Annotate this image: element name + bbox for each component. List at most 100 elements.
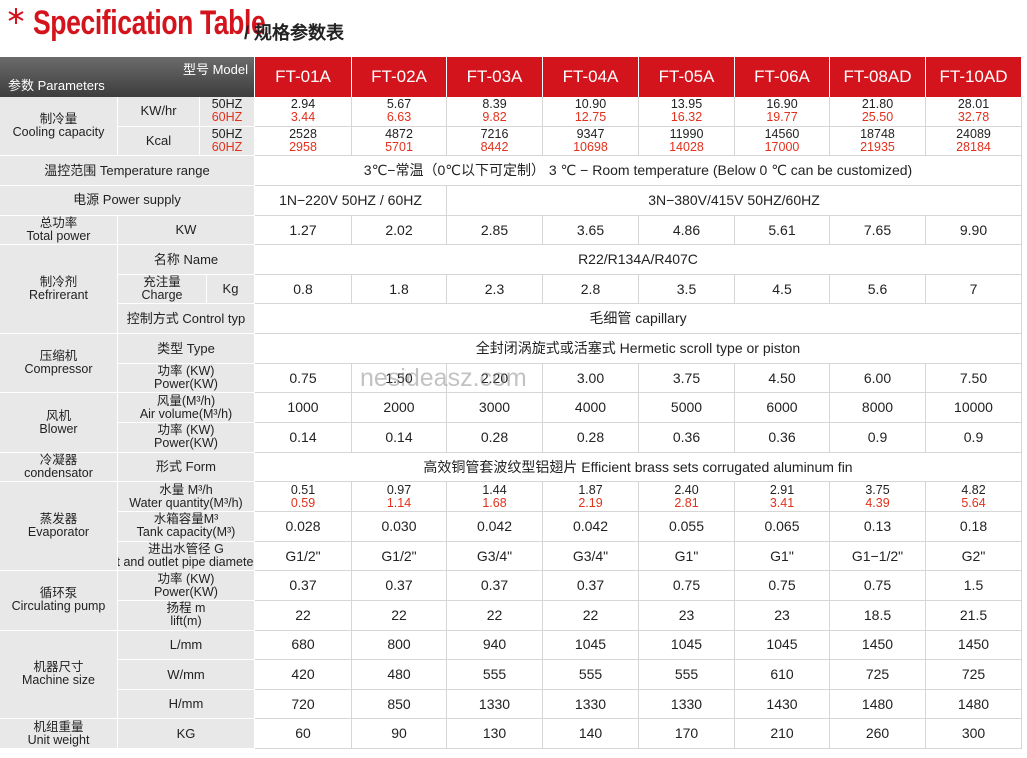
cell-text: 4.82 xyxy=(961,482,986,497)
cell-text: 28184 xyxy=(956,139,991,154)
cell-text: 0.13 xyxy=(863,517,892,534)
cell-text: 800 xyxy=(387,636,411,653)
value-cell: G2" xyxy=(926,541,1022,572)
cell-text: 23 xyxy=(678,606,695,623)
value-cell: 2000 xyxy=(352,393,447,424)
cell-text: Power(KW) xyxy=(154,436,218,451)
cell-text: 名称 Name xyxy=(153,251,219,267)
cell-text: 555 xyxy=(578,666,603,683)
value-cell: 2528 2958 xyxy=(255,126,352,157)
value-cell: 1480 xyxy=(926,689,1022,720)
cell-text: 1480 xyxy=(861,695,894,712)
cell-text: 3.75 xyxy=(672,369,701,386)
value-cell: 23 xyxy=(735,600,830,631)
cell-text: 温控范围 Temperature range xyxy=(44,162,210,178)
merged-value: 1N−220V 50HZ / 60HZ xyxy=(255,185,447,216)
cell-text: 0.75 xyxy=(863,577,892,594)
group-label: 冷凝器 condensator xyxy=(0,452,118,483)
cell-text: 21935 xyxy=(860,139,895,154)
value-cell: 850 xyxy=(352,689,447,720)
group-label: 风机 Blower xyxy=(0,393,118,453)
value-cell: 4.5 xyxy=(735,274,830,305)
cell-text: 1.5 xyxy=(963,577,984,594)
row-label: Kcal xyxy=(118,126,200,157)
cell-text: 风量(M³/h) xyxy=(156,393,216,408)
cell-text: 130 xyxy=(482,725,507,742)
value-cell: G3/4" xyxy=(543,541,639,572)
value-cell: 680 xyxy=(255,630,352,661)
value-cell: 5.67 6.63 xyxy=(352,97,447,127)
value-cell: 3.75 4.39 xyxy=(830,482,926,512)
cell-text: 1430 xyxy=(766,695,798,712)
value-cell: 4.50 xyxy=(735,363,830,394)
cell-text: 水箱容量M³ xyxy=(153,512,219,527)
row-label: 控制方式 Control typ xyxy=(118,304,255,335)
value-cell: 0.36 xyxy=(735,423,830,453)
value-cell: 1430 xyxy=(735,689,830,720)
cell-text: 10698 xyxy=(573,139,608,154)
cell-text: 机组重量 xyxy=(33,719,84,734)
cell-text: 850 xyxy=(387,695,411,712)
cell-text: 210 xyxy=(770,725,794,742)
cell-text: 22 xyxy=(486,606,503,623)
value-cell: 4872 5701 xyxy=(352,126,447,157)
cell-text: 60HZ xyxy=(211,110,243,125)
value-cell: 1480 xyxy=(830,689,926,720)
cell-text: 3.65 xyxy=(576,221,605,238)
cell-text: 725 xyxy=(961,666,986,683)
cell-text: 水量 M³/h xyxy=(159,482,213,497)
cell-text: 4.50 xyxy=(768,369,796,386)
cell-text: G1/2" xyxy=(381,547,417,564)
value-cell: 480 xyxy=(352,660,447,690)
freq-label: 50HZ 60HZ xyxy=(200,126,255,157)
value-cell: 5.61 xyxy=(735,215,830,246)
cell-text: FT-08AD xyxy=(843,67,912,87)
value-cell: 2.94 3.44 xyxy=(255,97,352,127)
cell-text: 90 xyxy=(391,725,407,742)
merged-value: 毛细管 capillary xyxy=(255,304,1022,335)
value-cell: 3.75 xyxy=(639,363,735,394)
cell-text: H/mm xyxy=(168,696,204,712)
cell-text: 10.90 xyxy=(574,97,607,112)
cell-text: Machine size xyxy=(22,673,95,688)
cell-text: 720 xyxy=(291,695,315,712)
cell-text: 3N−380V/415V 50HZ/60HZ xyxy=(648,191,820,208)
cell-text: 压缩机 xyxy=(39,349,78,364)
cell-text: 1.44 xyxy=(482,482,507,497)
value-cell: 1330 xyxy=(639,689,735,720)
value-cell: 3.00 xyxy=(543,363,639,394)
cell-text: 7.65 xyxy=(863,221,892,238)
cell-text: 7216 xyxy=(480,126,509,141)
cell-text: Compressor xyxy=(24,362,93,377)
cell-text: Power(KW) xyxy=(154,377,218,392)
group-label: 温控范围 Temperature range xyxy=(0,156,255,186)
value-cell: 1045 xyxy=(639,630,735,661)
cell-text: lift(m) xyxy=(170,614,202,629)
row-label: 功率 (KW) Power(KW) xyxy=(118,423,255,453)
cell-text: 60 xyxy=(295,725,311,742)
value-cell: 0.37 xyxy=(447,571,543,601)
cell-text: 0.36 xyxy=(768,429,796,445)
cell-text: KW xyxy=(175,222,197,238)
cell-text: 0.36 xyxy=(672,429,701,445)
value-cell: 1.27 xyxy=(255,215,352,246)
value-cell: 24089 28184 xyxy=(926,126,1022,157)
cell-text: 电源 Power supply xyxy=(73,192,181,208)
cell-text: 8442 xyxy=(480,139,509,154)
cell-text: R22/R134A/R407C xyxy=(578,251,698,268)
cell-text: 制冷量 xyxy=(39,112,78,127)
cell-text: 0.030 xyxy=(381,517,417,534)
value-cell: 6.00 xyxy=(830,363,926,394)
cell-text: FT-03A xyxy=(466,67,523,87)
cell-text: 0.042 xyxy=(572,517,609,534)
cell-text: 0.14 xyxy=(289,429,317,445)
cell-text: 2.85 xyxy=(480,221,509,238)
value-cell: G3/4" xyxy=(447,541,543,572)
cell-text: 形式 Form xyxy=(156,459,216,475)
freq-label: 50HZ 60HZ xyxy=(200,97,255,127)
group-label: 制冷剂 Refrirerant xyxy=(0,245,118,335)
row-label: H/mm xyxy=(118,689,255,720)
cell-text: 4.5 xyxy=(772,280,792,297)
value-cell: 0.028 xyxy=(255,511,352,542)
